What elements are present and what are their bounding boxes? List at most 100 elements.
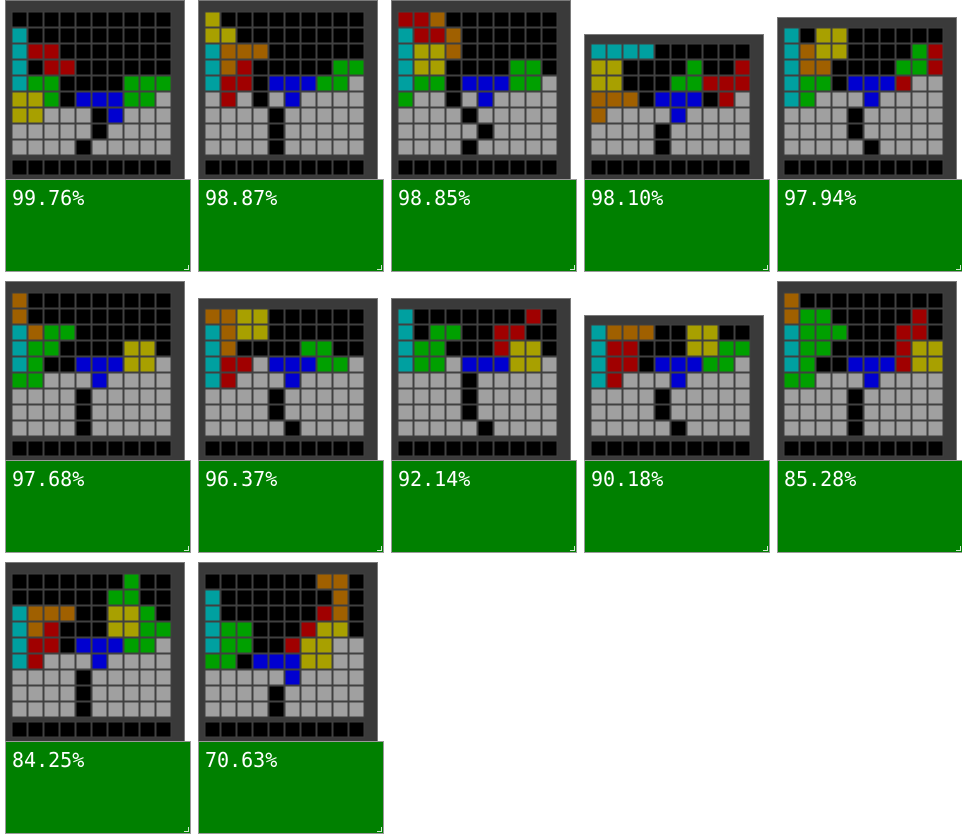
preview-cell: [606, 159, 623, 176]
preview-cell: [525, 159, 542, 176]
board-cell: [139, 107, 156, 124]
board-cell: [300, 701, 317, 718]
board-cell: [204, 59, 221, 76]
board-cell: [27, 685, 44, 702]
board-cell: [139, 356, 156, 373]
board-cell: [59, 123, 76, 140]
score-label: 90.18%: [591, 467, 664, 491]
board-cell: [815, 308, 832, 325]
preview-cell: [686, 159, 703, 176]
resize-grip-icon[interactable]: [956, 265, 961, 270]
board-cell: [27, 605, 44, 622]
candidate-card: 85.28%: [777, 281, 962, 553]
resize-grip-icon[interactable]: [570, 546, 575, 551]
board-cell: [91, 653, 108, 670]
board-cell: [429, 107, 446, 124]
board-cell: [59, 75, 76, 92]
board-cell: [284, 404, 301, 421]
preview-cell: [541, 440, 558, 457]
board-cell: [927, 107, 944, 124]
board-cell: [316, 91, 333, 108]
board-cell: [220, 123, 237, 140]
board-cell: [11, 404, 28, 421]
board-cell: [477, 356, 494, 373]
board-cell: [509, 11, 526, 28]
resize-grip-icon[interactable]: [763, 265, 768, 270]
board-cell: [59, 420, 76, 437]
board-cell: [123, 308, 140, 325]
preview-cell: [477, 159, 494, 176]
board-cell: [27, 139, 44, 156]
board-cell: [654, 420, 671, 437]
board-cell: [461, 27, 478, 44]
board-cell: [413, 372, 430, 389]
board-cell: [155, 75, 172, 92]
board-cell: [863, 139, 880, 156]
board-cell: [429, 356, 446, 373]
board-cell: [895, 388, 912, 405]
board-cell: [91, 404, 108, 421]
preview-cell: [590, 440, 607, 457]
board-cell: [300, 27, 317, 44]
board-cell: [590, 420, 607, 437]
board-cell: [686, 43, 703, 60]
board-cell: [348, 669, 365, 686]
board-cell: [477, 388, 494, 405]
board-cell: [123, 669, 140, 686]
resize-grip-icon[interactable]: [570, 265, 575, 270]
board-cell: [59, 701, 76, 718]
board-cell: [493, 11, 510, 28]
board-cell: [590, 324, 607, 341]
preview-cell: [348, 440, 365, 457]
board-cell: [316, 573, 333, 590]
board-cell: [27, 340, 44, 357]
board-cell: [75, 11, 92, 28]
board-cell: [895, 43, 912, 60]
resize-grip-icon[interactable]: [763, 546, 768, 551]
board-cell: [686, 388, 703, 405]
board-cell: [525, 420, 542, 437]
board-cell: [397, 308, 414, 325]
board-cell: [493, 324, 510, 341]
resize-grip-icon[interactable]: [956, 546, 961, 551]
board-cell: [43, 59, 60, 76]
board-cell: [509, 372, 526, 389]
board-cell: [509, 308, 526, 325]
board-cell: [509, 420, 526, 437]
tetris-board: [584, 34, 764, 180]
board-cell: [155, 27, 172, 44]
board-cell: [236, 91, 253, 108]
resize-grip-icon[interactable]: [184, 265, 189, 270]
board-cell: [59, 43, 76, 60]
board-cell: [911, 372, 928, 389]
board-cell: [236, 637, 253, 654]
board-cell: [284, 75, 301, 92]
resize-grip-icon[interactable]: [377, 827, 382, 832]
preview-cell: [284, 440, 301, 457]
board-cell: [268, 308, 285, 325]
board-cell: [477, 123, 494, 140]
preview-cell: [525, 440, 542, 457]
resize-grip-icon[interactable]: [377, 546, 382, 551]
board-cell: [236, 589, 253, 606]
board-cell: [236, 356, 253, 373]
board-cell: [332, 59, 349, 76]
resize-grip-icon[interactable]: [184, 827, 189, 832]
tetris-board: [5, 562, 185, 742]
board-cell: [397, 107, 414, 124]
board-cell: [686, 420, 703, 437]
board-cell: [252, 356, 269, 373]
board-cell: [59, 91, 76, 108]
preview-cell: [107, 159, 124, 176]
board-cell: [445, 308, 462, 325]
board-cell: [316, 139, 333, 156]
resize-grip-icon[interactable]: [377, 265, 382, 270]
board-cell: [107, 107, 124, 124]
resize-grip-icon[interactable]: [184, 546, 189, 551]
board-cell: [413, 388, 430, 405]
board-cell: [11, 573, 28, 590]
board-cells: [11, 11, 172, 176]
preview-cell: [139, 440, 156, 457]
board-cell: [43, 605, 60, 622]
board-cell: [815, 107, 832, 124]
